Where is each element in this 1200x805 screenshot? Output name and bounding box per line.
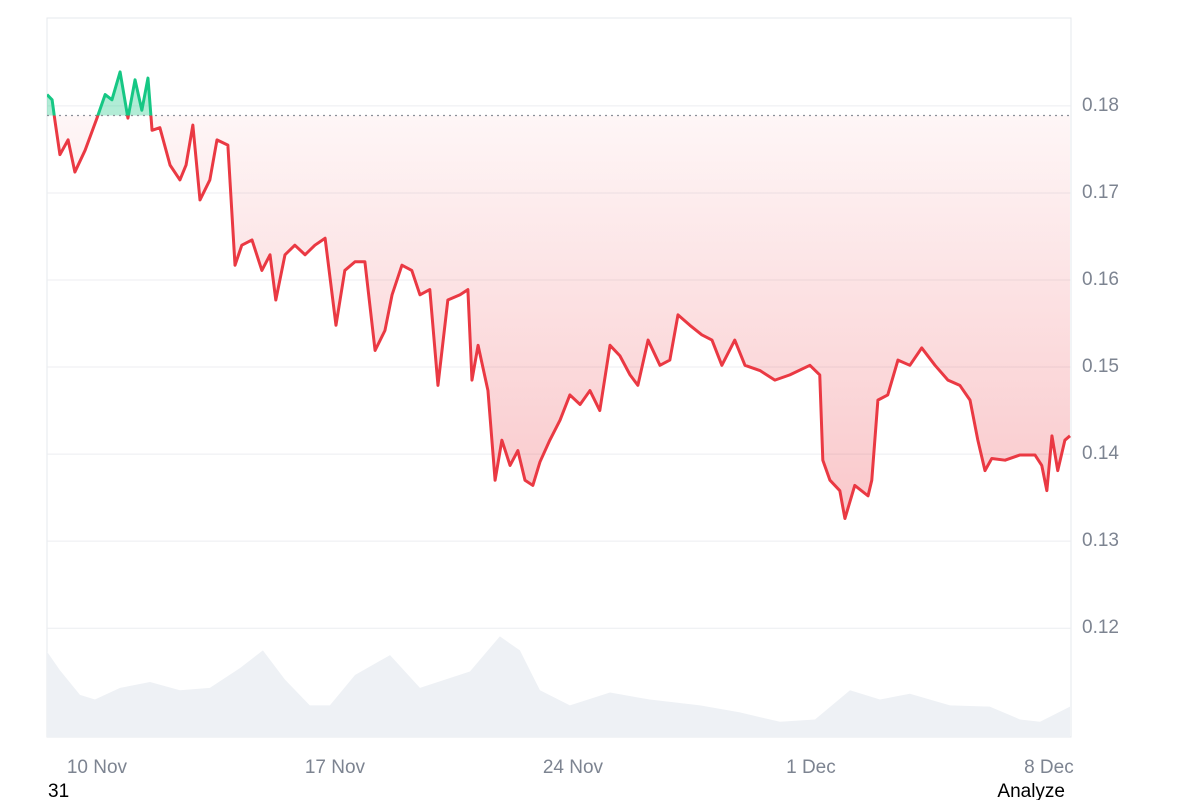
y-tick-label: 0.15 — [1082, 356, 1119, 377]
x-tick-label: 10 Nov — [67, 757, 128, 778]
y-tick-label: 0.17 — [1082, 182, 1119, 203]
area-down — [47, 115, 1070, 519]
volume-area — [47, 636, 1070, 737]
y-tick-label: 0.14 — [1082, 443, 1119, 464]
x-tick-label: 8 Dec — [1024, 757, 1074, 778]
x-tick-label: 1 Dec — [786, 757, 836, 778]
y-tick-label: 0.13 — [1082, 530, 1119, 551]
footer-right[interactable]: Analyze — [997, 781, 1065, 802]
price-line-down — [52, 115, 1071, 521]
footer-left: 31 — [48, 781, 69, 800]
x-tick-label: 17 Nov — [305, 757, 366, 778]
x-tick-label: 24 Nov — [543, 757, 604, 778]
y-tick-label: 0.12 — [1082, 617, 1119, 638]
y-tick-label: 0.18 — [1082, 95, 1119, 116]
y-tick-label: 0.16 — [1082, 269, 1119, 290]
